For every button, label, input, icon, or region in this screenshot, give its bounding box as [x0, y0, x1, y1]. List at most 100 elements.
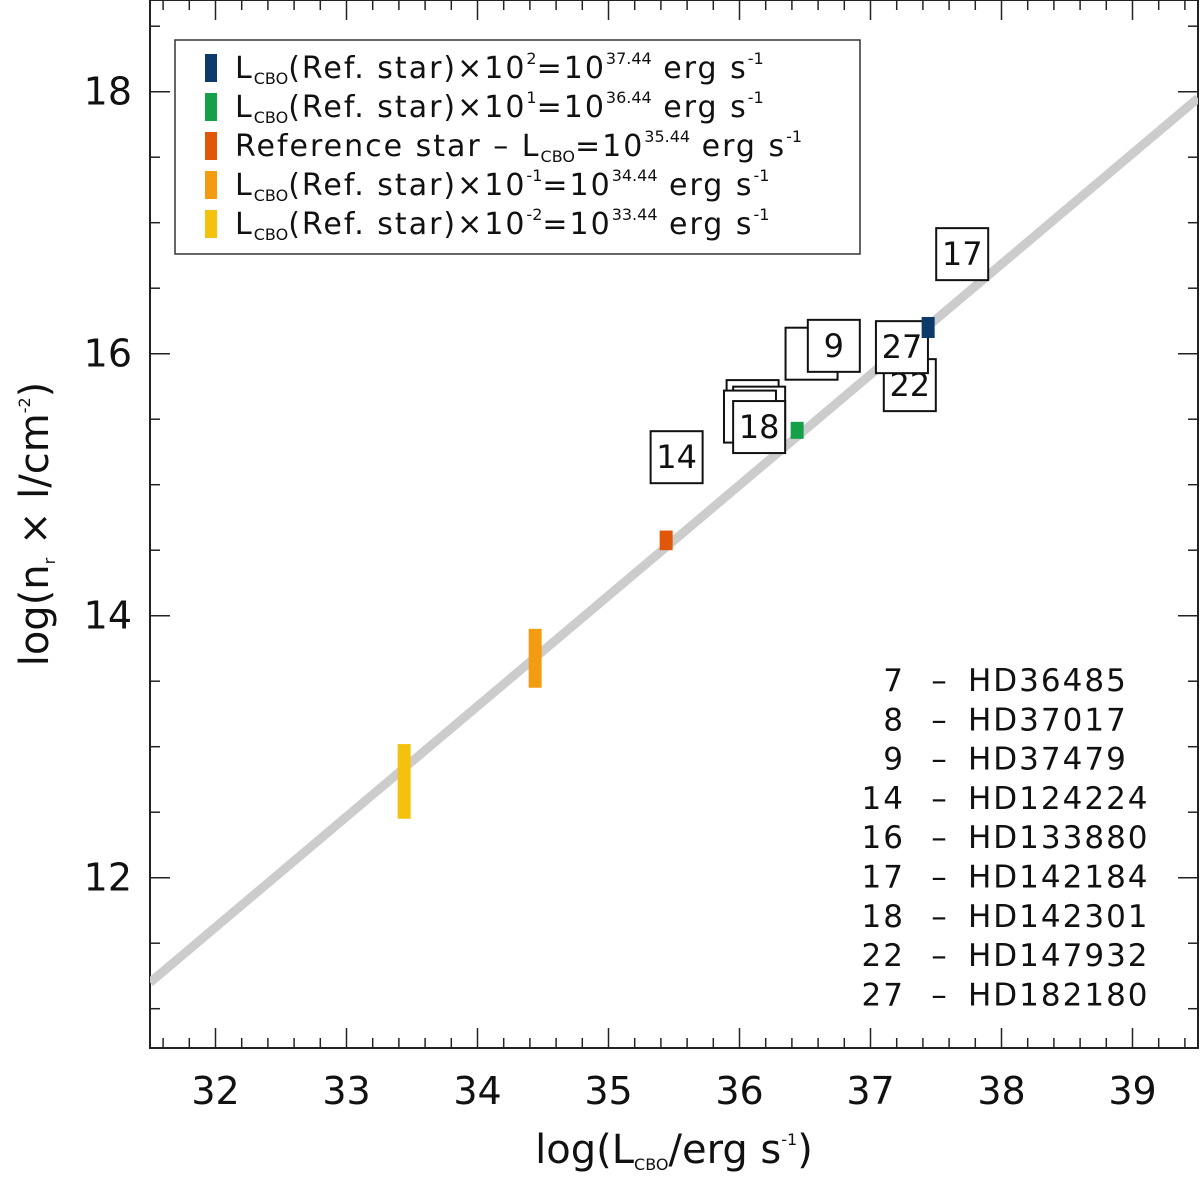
legend-label-1: LCBO(Ref. star)×101=1036.44 erg s-1 [235, 88, 764, 127]
legend-swatch-2 [205, 132, 217, 160]
star-key-num: 17 [862, 860, 905, 896]
legend-exp2: -1 [786, 127, 802, 146]
legend-sub: CBO [254, 225, 288, 244]
star-key-name: HD182180 [968, 977, 1150, 1013]
star-box-label: 9 [824, 327, 844, 365]
ref-bar-1 [790, 421, 804, 439]
fit-line [150, 94, 1198, 986]
legend: LCBO(Ref. star)×102=1037.44 erg s-1LCBO(… [174, 39, 861, 255]
legend-box [174, 39, 861, 255]
star-key-dash: – [931, 899, 949, 935]
star-key-name: HD142184 [968, 860, 1150, 896]
fit-line-group [150, 94, 1198, 986]
legend-mid: =10 [575, 129, 644, 164]
star-box-frame [806, 318, 861, 373]
x-title-sub: CBO [634, 1155, 668, 1174]
legend-post: erg s [652, 90, 748, 125]
star-key-name: HD133880 [968, 820, 1150, 856]
star-key-num: 8 [883, 702, 905, 738]
y-title-sub: r [40, 557, 59, 564]
legend-pre: Reference star – L [235, 129, 541, 164]
legend-label-0: LCBO(Ref. star)×102=1037.44 erg s-1 [235, 49, 764, 88]
star-key-dash: – [931, 820, 949, 856]
legend-swatch-0 [205, 54, 217, 82]
x-title-close: ) [797, 1127, 813, 1173]
legend-exp2: 36.44 [606, 88, 652, 107]
star-box-frame [732, 400, 787, 455]
legend-sub: CBO [254, 69, 288, 88]
x-tick-label: 36 [715, 1069, 763, 1113]
ref-bar-0 [921, 317, 935, 338]
star-box-label: 27 [882, 328, 923, 366]
star-key-num: 7 [883, 663, 905, 699]
star-box-label: 17 [942, 235, 983, 273]
star-key-dash: – [931, 702, 949, 738]
legend-mid: (Ref. star)×10 [288, 207, 526, 242]
legend-mid2: =10 [537, 51, 606, 86]
x-tick-label: 32 [191, 1069, 239, 1113]
x-title-sup: -1 [781, 1130, 797, 1149]
star-key-name: HD37017 [968, 702, 1128, 738]
x-tick-label: 34 [453, 1069, 501, 1113]
legend-pre: L [235, 207, 254, 242]
star-key-name: HD124224 [968, 781, 1150, 817]
legend-exp: 35.44 [644, 127, 690, 146]
legend-sub: CBO [254, 186, 288, 205]
x-title-suffix: /erg s [669, 1127, 782, 1173]
legend-exp: -1 [526, 166, 542, 185]
legend-exp3: -1 [754, 166, 770, 185]
x-tick-label: 33 [322, 1069, 370, 1113]
legend-mid: (Ref. star)×10 [288, 51, 526, 86]
x-tick-label: 37 [846, 1069, 894, 1113]
legend-swatch-1 [205, 93, 217, 121]
legend-swatch-4 [205, 210, 217, 238]
ref-bar-3 [528, 628, 542, 688]
star-box-label: 18 [739, 408, 780, 446]
legend-exp2: 33.44 [612, 205, 658, 224]
star-key-dash: – [931, 742, 949, 778]
legend-pre: L [235, 168, 254, 203]
star-box-frame [874, 320, 929, 375]
star-box-27: 27 [874, 320, 929, 375]
y-title-close: ) [12, 382, 58, 398]
star-key-dash: – [931, 781, 949, 817]
y-tick-label: 16 [84, 332, 132, 376]
star-box-label: 14 [656, 438, 697, 476]
legend-pre: L [235, 51, 254, 86]
star-key-num: 18 [862, 899, 905, 935]
legend-sub: CBO [254, 108, 288, 127]
x-title-prefix: log(L [535, 1127, 635, 1173]
legend-exp: 2 [526, 49, 536, 68]
y-title-prefix: log(n [12, 564, 58, 666]
legend-exp2: 37.44 [606, 49, 652, 68]
star-key-name: HD37479 [968, 742, 1128, 778]
legend-exp3: -1 [748, 88, 764, 107]
ref-bar-4 [397, 744, 411, 819]
y-tick-label: 18 [84, 70, 132, 114]
legend-sub: CBO [541, 147, 575, 166]
star-key-num: 16 [862, 820, 905, 856]
x-axis-title: log(LCBO/erg s-1) [535, 1127, 813, 1174]
ref-bar-2 [659, 530, 673, 551]
legend-post: erg s [658, 207, 754, 242]
legend-pre: L [235, 90, 254, 125]
y-title-middle: × l/cm [12, 413, 58, 558]
y-tick-label: 14 [84, 594, 132, 638]
legend-post: erg s [658, 168, 754, 203]
star-key-name: HD36485 [968, 663, 1128, 699]
legend-mid2: =10 [542, 207, 611, 242]
y-axis-title: log(nr × l/cm-2) [12, 382, 59, 667]
star-key-num: 14 [862, 781, 905, 817]
legend-label-4: LCBO(Ref. star)×10-2=1033.44 erg s-1 [235, 205, 769, 244]
star-key-num: 27 [862, 977, 905, 1013]
reference-bars [397, 317, 935, 819]
legend-exp2: 34.44 [612, 166, 658, 185]
star-key-num: 9 [883, 742, 905, 778]
axis-titles: log(LCBO/erg s-1)log(nr × l/cm-2) [12, 382, 813, 1174]
star-box-14: 14 [649, 430, 704, 485]
star-key-dash: – [931, 977, 949, 1013]
